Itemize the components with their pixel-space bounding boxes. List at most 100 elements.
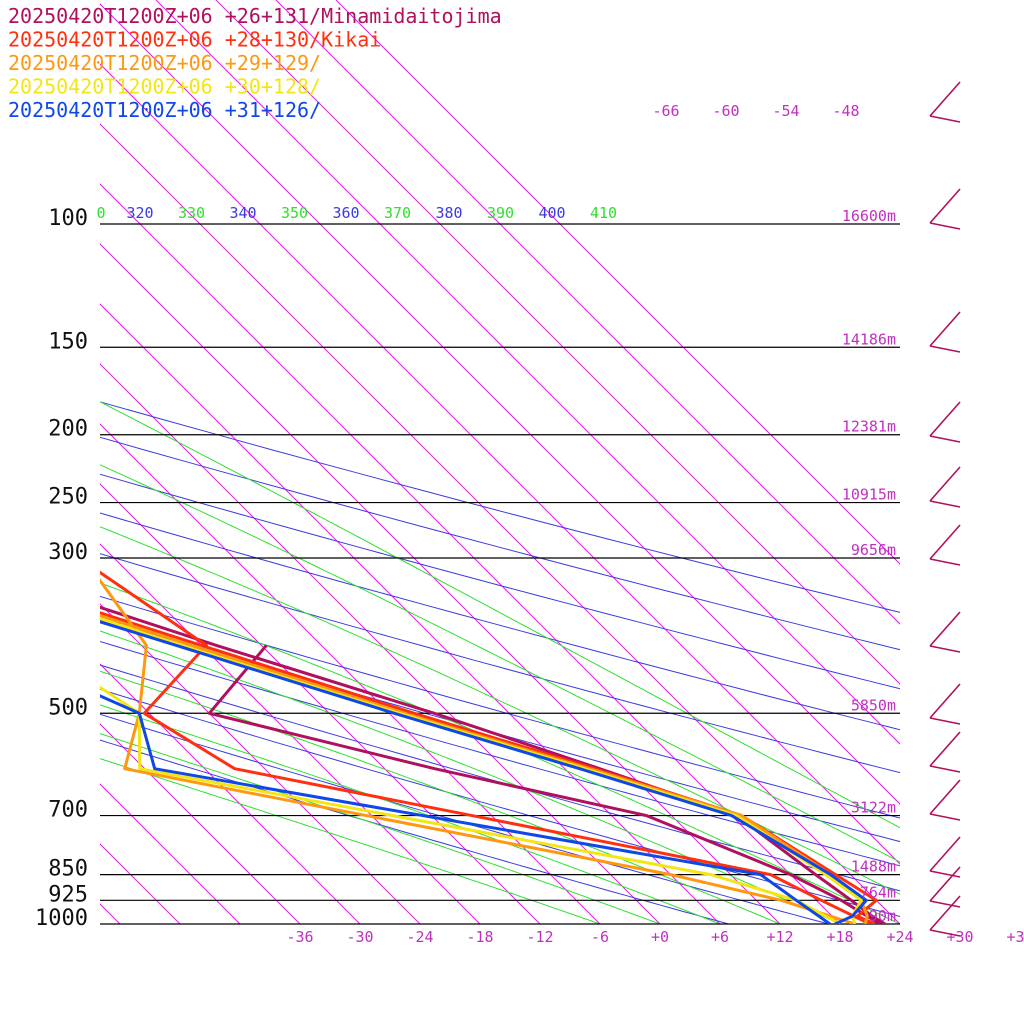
wind-barb-flag [929,900,961,908]
theta-label: 370 [384,204,411,222]
wind-barb-flag [929,115,961,123]
height-label: 12381m [842,418,896,436]
wind-barb-staff [929,731,961,767]
legend: 20250420T1200Z+06 +26+131/Minamidaitojim… [8,4,502,122]
wind-barb-staff [929,311,961,347]
wind-barb [929,524,961,566]
wind-barb-flag [929,558,961,566]
isotherm-line [275,0,900,625]
wind-barb-flag [929,222,961,230]
legend-entry: 20250420T1200Z+06 +30+128/ [8,75,321,99]
theta-label: 340 [229,204,256,222]
temperature-profile-1 [100,605,886,924]
dry-adiabat-line [100,618,900,843]
wind-barb-flag [929,717,961,725]
pressure-label: 1000 [35,906,88,931]
wind-barb [929,779,961,821]
wind-barb-staff [929,611,961,647]
sounding-series [100,570,886,924]
dry-adiabat-line [100,688,900,918]
height-label: 5850m [851,696,896,714]
isotherm-line [0,0,60,924]
moist-adiabat-line [100,704,721,924]
theta-label: 390 [487,204,514,222]
moist-adiabat-line [100,464,900,863]
height-label: 10915m [842,486,896,504]
height-label: 16600m [842,207,896,225]
isotherm-label: -66 [652,102,679,120]
dry-adiabat-line [100,401,900,613]
wind-barb [929,466,961,508]
height-label: 1488m [851,858,896,876]
pressure-label: 250 [48,485,88,510]
theta-label: 350 [281,204,308,222]
temperature-profile-5 [100,620,868,924]
temperature-tick-label: -12 [526,928,553,946]
theta-label: 410 [590,204,617,222]
isotherm-line [100,543,481,924]
temperature-tick-label: +12 [766,928,793,946]
wind-barb-flag [929,645,961,653]
theta-label: 360 [332,204,359,222]
theta-label: 320 [126,204,153,222]
isotherm-line [100,603,421,924]
wind-barb-flag [929,500,961,508]
isotherm-label: -48 [832,102,859,120]
isotherm-line [155,0,900,745]
wind-barb-flag [929,765,961,773]
pressure-label: 300 [48,540,88,565]
wind-barb [929,611,961,653]
pressure-label: 500 [48,695,88,720]
wind-barb-flag [929,813,961,821]
isotherm-line [215,0,900,685]
temperature-tick-label: +30 [946,928,973,946]
temperature-profile-2 [100,611,878,924]
axis-labels: 100 16600m 150 14186m 200 12381m 250 10915m 300 9… [35,102,1024,946]
pressure-label: 200 [48,417,88,442]
moist-adiabat-line [100,401,900,829]
isotherm-line [100,183,841,924]
moist-adiabat-line [100,670,781,924]
wind-barb [929,683,961,725]
wind-barb [929,401,961,443]
isotherm-line [100,303,721,924]
isotherm-line [100,123,900,924]
wind-barb [929,866,961,908]
isotherm-line [100,483,541,924]
temperature-tick-label: -36 [286,928,313,946]
wind-barb-staff [929,81,961,117]
legend-entry: 20250420T1200Z+06 +26+131/Minamidaitojim… [8,4,502,28]
wind-barb-flag [929,345,961,353]
dry-adiabat-line [100,473,900,690]
moist-adiabat-line [100,733,661,924]
isotherm-label: -54 [772,102,799,120]
wind-barb-staff [929,895,961,931]
theta-label: 380 [435,204,462,222]
temperature-tick-label: -6 [591,928,609,946]
temperature-tick-label: -18 [466,928,493,946]
wind-barb-staff [929,683,961,719]
isotherm-label: -60 [712,102,739,120]
wind-barb-flag [929,435,961,443]
pressure-label: 925 [48,882,88,907]
wind-barb-staff [929,866,961,902]
dry-adiabat-line [100,436,900,651]
legend-entry: 20250420T1200Z+06 +29+129/ [8,51,321,75]
isotherm-line [100,363,661,924]
dewpoint-profile-1 [207,644,881,924]
height-label: 14186m [842,330,896,348]
pressure-label: 150 [48,329,88,354]
height-label: 764m [860,883,896,901]
isotherm-line [100,3,900,805]
wind-barb-staff [929,524,961,560]
temperature-tick-label: +6 [711,928,729,946]
dewpoint-profile-3 [100,577,856,924]
wind-barb-staff [929,401,961,437]
isotherm-line [100,243,781,924]
legend-entry: 20250420T1200Z+06 +28+130/Kikai [8,28,381,52]
dry-adiabat-line [100,640,900,867]
theta-label: 400 [538,204,565,222]
wind-barb [929,731,961,773]
temperature-tick-label: +0 [651,928,669,946]
temperature-tick-label: +36 [1006,928,1024,946]
